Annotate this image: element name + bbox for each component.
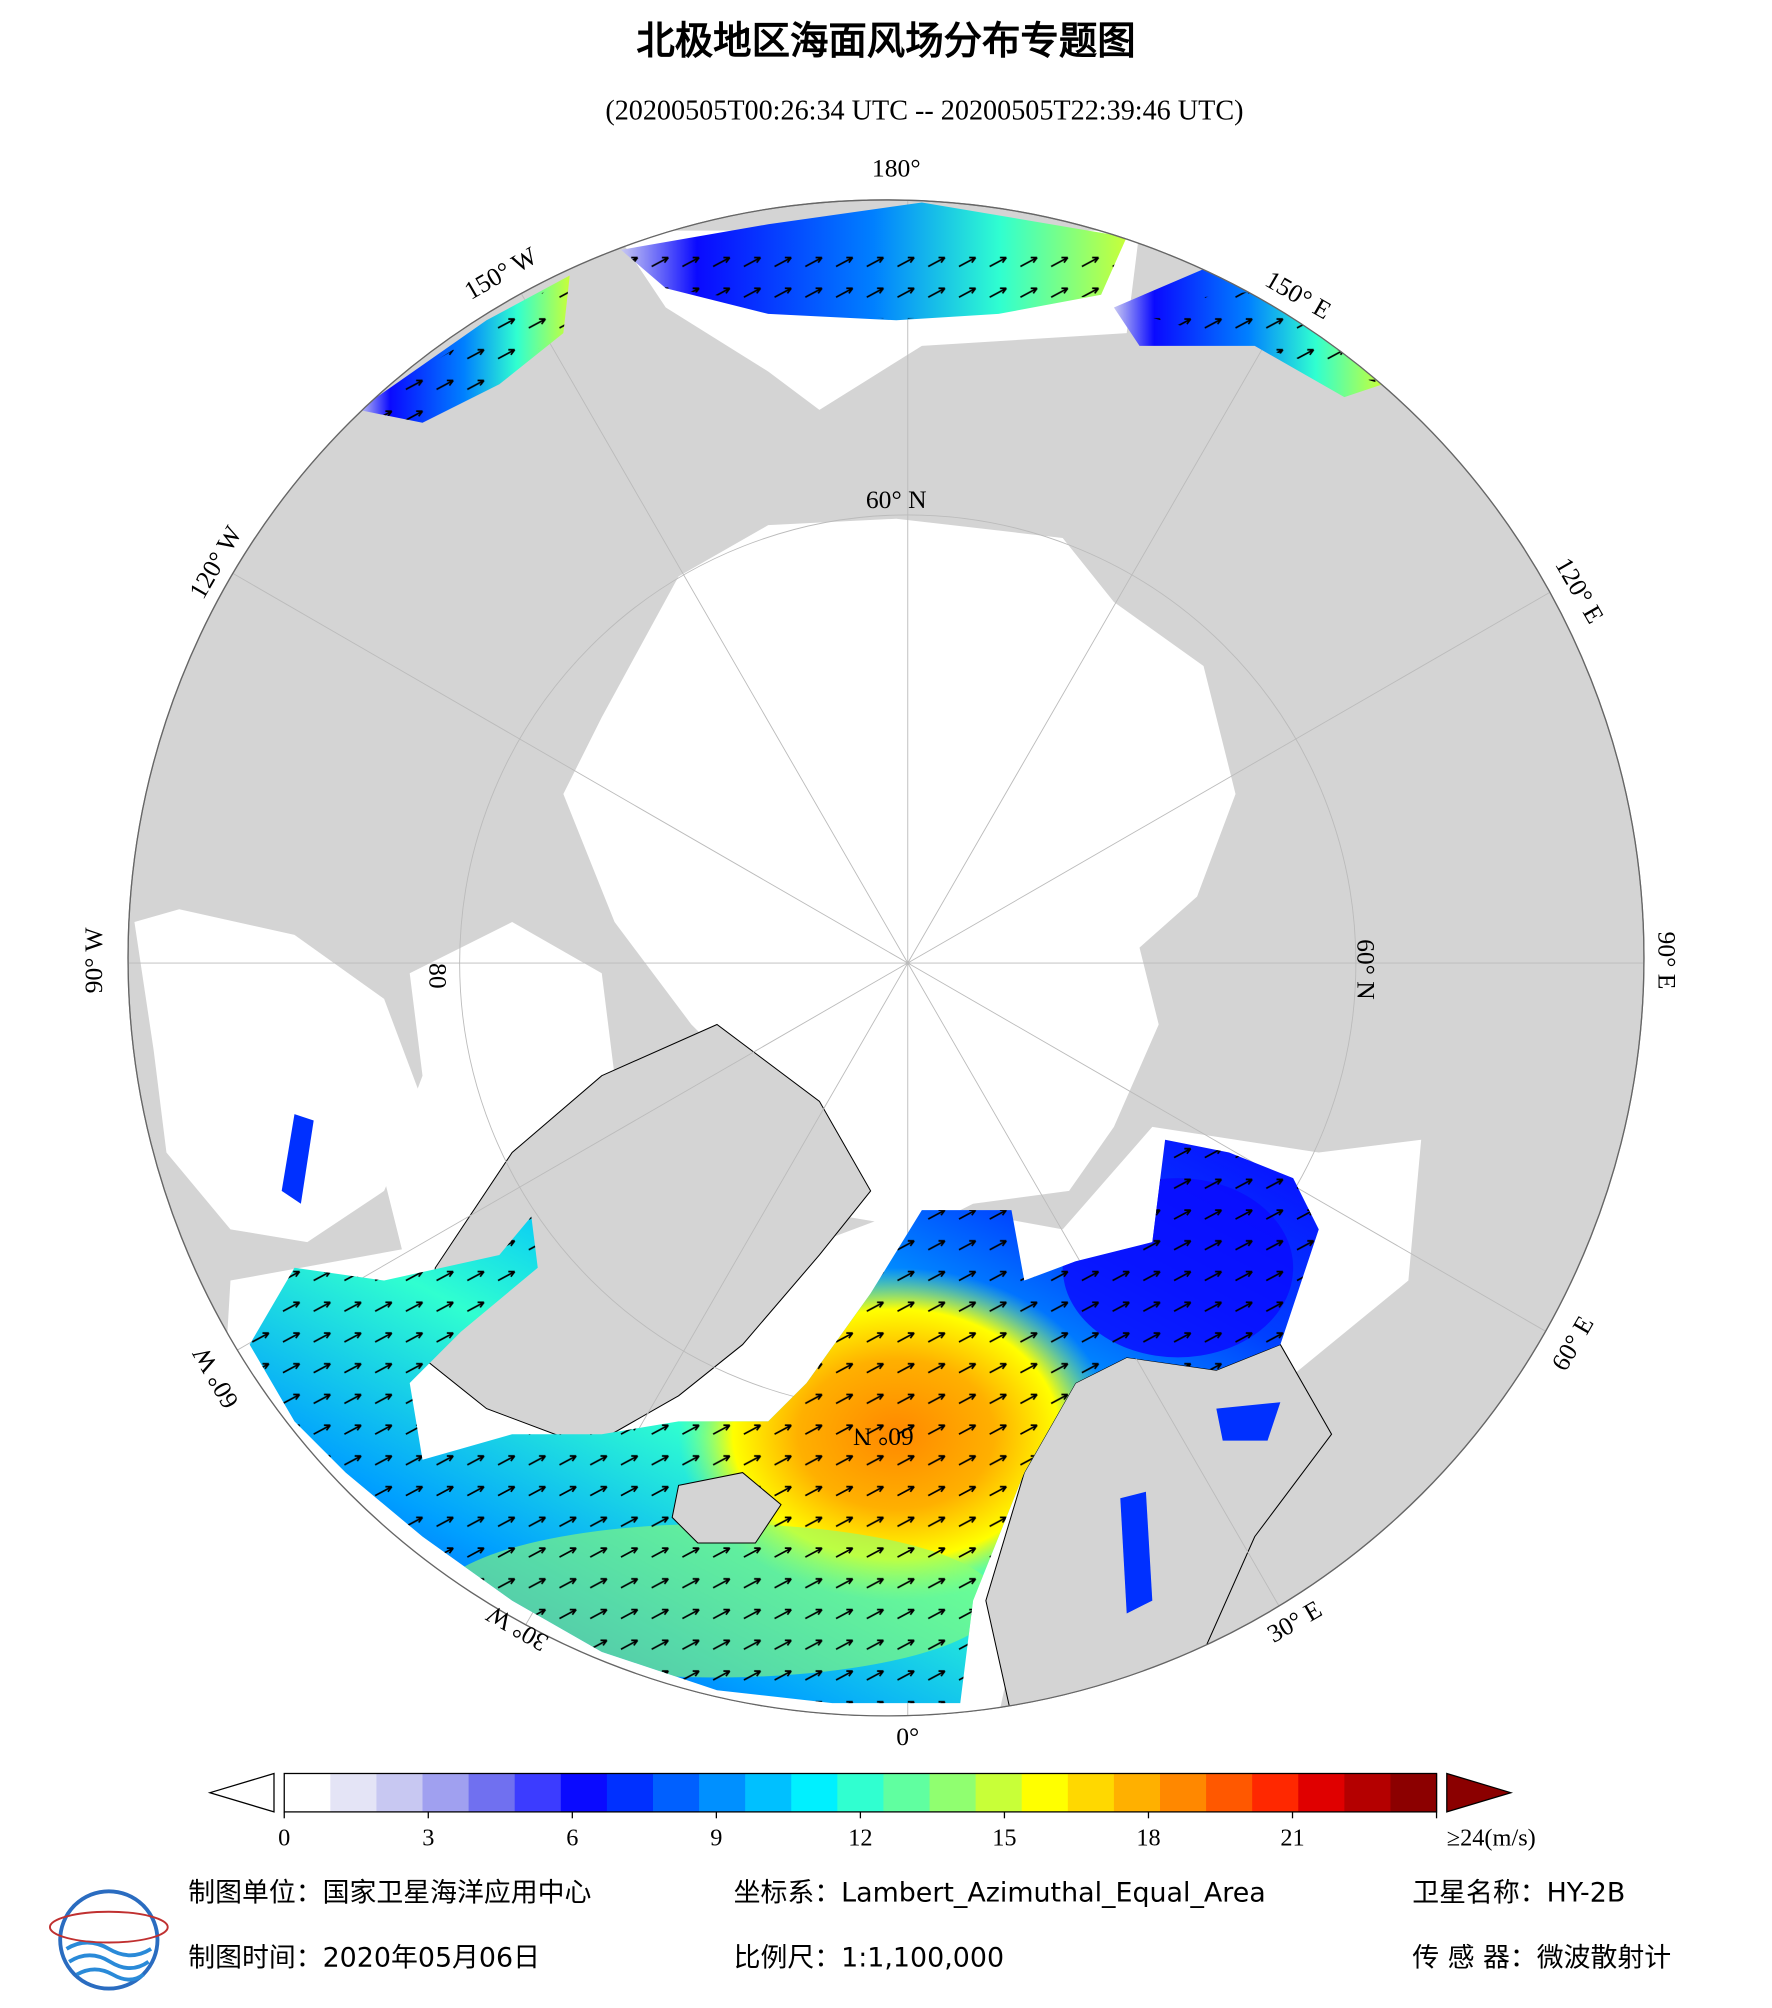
colorbar-swatch	[1021, 1773, 1069, 1812]
colorbar-swatch	[330, 1773, 378, 1812]
footer-unit: 制图单位：国家卫星海洋应用中心	[188, 1877, 591, 1908]
colorbar-tick-label: ≥24(m/s)	[1447, 1825, 1536, 1852]
colorbar-swatch	[1298, 1773, 1346, 1812]
colorbar-tick-label: 6	[566, 1825, 578, 1852]
footer-date: 制图时间：2020年05月06日	[188, 1943, 540, 1974]
footer-sensor: 传 感 器：微波散射计	[1412, 1943, 1671, 1974]
colorbar-swatch	[422, 1773, 470, 1812]
colorbar-tick-label: 0	[278, 1825, 290, 1852]
colorbar-tick-label: 18	[1136, 1825, 1160, 1852]
colorbar-swatch	[1067, 1773, 1115, 1812]
baffin-bay	[384, 922, 615, 1281]
colorbar-swatch	[284, 1773, 331, 1812]
colorbar-swatch	[376, 1773, 424, 1812]
colorbar-swatch	[1206, 1773, 1253, 1812]
colorbar-tick-label: 12	[848, 1825, 872, 1852]
footer-satellite: 卫星名称：HY-2B	[1412, 1877, 1625, 1908]
map: 180° 150° E 120° E 90° E 60° E 30° E 0° …	[79, 153, 1682, 1751]
colorbar-swatch	[745, 1773, 792, 1812]
meridian-label: 90° E	[1653, 932, 1682, 990]
colorbar-swatch	[1159, 1773, 1207, 1812]
colorbar-swatch	[837, 1773, 885, 1812]
colorbar-tick-label: 9	[710, 1825, 722, 1852]
parallel-label: 60° N	[866, 485, 927, 514]
footer-scale: 比例尺：1:1,100,000	[734, 1943, 1004, 1974]
colorbar-swatch	[652, 1773, 700, 1812]
parallel-label: 60° N	[853, 1422, 914, 1451]
colorbar-swatch	[1113, 1773, 1161, 1812]
colorbar-swatch	[560, 1773, 608, 1812]
title: 北极地区海面风场分布专题图	[636, 19, 1135, 64]
colorbar-swatch	[468, 1773, 516, 1812]
meridian-label: 90° W	[79, 927, 108, 994]
colorbar-swatch	[514, 1773, 562, 1812]
colorbar-tick-label: 21	[1280, 1825, 1304, 1852]
greenland	[421, 1023, 872, 1448]
meridian-label: 180°	[872, 153, 921, 182]
subtitle: (20200505T00:26:34 UTC -- 20200505T22:39…	[605, 95, 1243, 126]
meridian-label: 0°	[896, 1722, 919, 1751]
colorbar-swatch	[791, 1773, 838, 1812]
parallel-label: 60° N	[1352, 939, 1381, 1000]
wind-field	[249, 202, 1383, 1704]
colorbar-tick-label: 3	[422, 1825, 434, 1852]
colorbar-over	[1446, 1772, 1514, 1813]
colorbar-tick-label: 15	[992, 1825, 1016, 1852]
iceland	[671, 1472, 782, 1544]
meridian-label: 60° W	[186, 1341, 244, 1413]
footer-projection: 坐标系：Lambert_Azimuthal_Equal_Area	[734, 1877, 1266, 1908]
colorbar-swatch	[1344, 1773, 1392, 1812]
colorbar-under	[207, 1772, 275, 1813]
logo	[48, 1889, 169, 1991]
colorbar-swatch	[1252, 1773, 1299, 1812]
hudson-bay	[134, 909, 423, 1243]
colorbar-swatch	[699, 1773, 746, 1812]
colorbar-swatch	[606, 1773, 654, 1812]
colorbar-swatch	[883, 1773, 931, 1812]
colorbar-swatch	[975, 1773, 1023, 1812]
meridian-label: 60° E	[1546, 1311, 1600, 1376]
colorbar-swatch	[1390, 1773, 1438, 1812]
colorbar: 0 3 6 9 12 15 18 21 ≥24(m/s)	[207, 1772, 1536, 1852]
colorbar-swatch	[929, 1773, 977, 1812]
parallel-label: 80	[423, 963, 452, 989]
